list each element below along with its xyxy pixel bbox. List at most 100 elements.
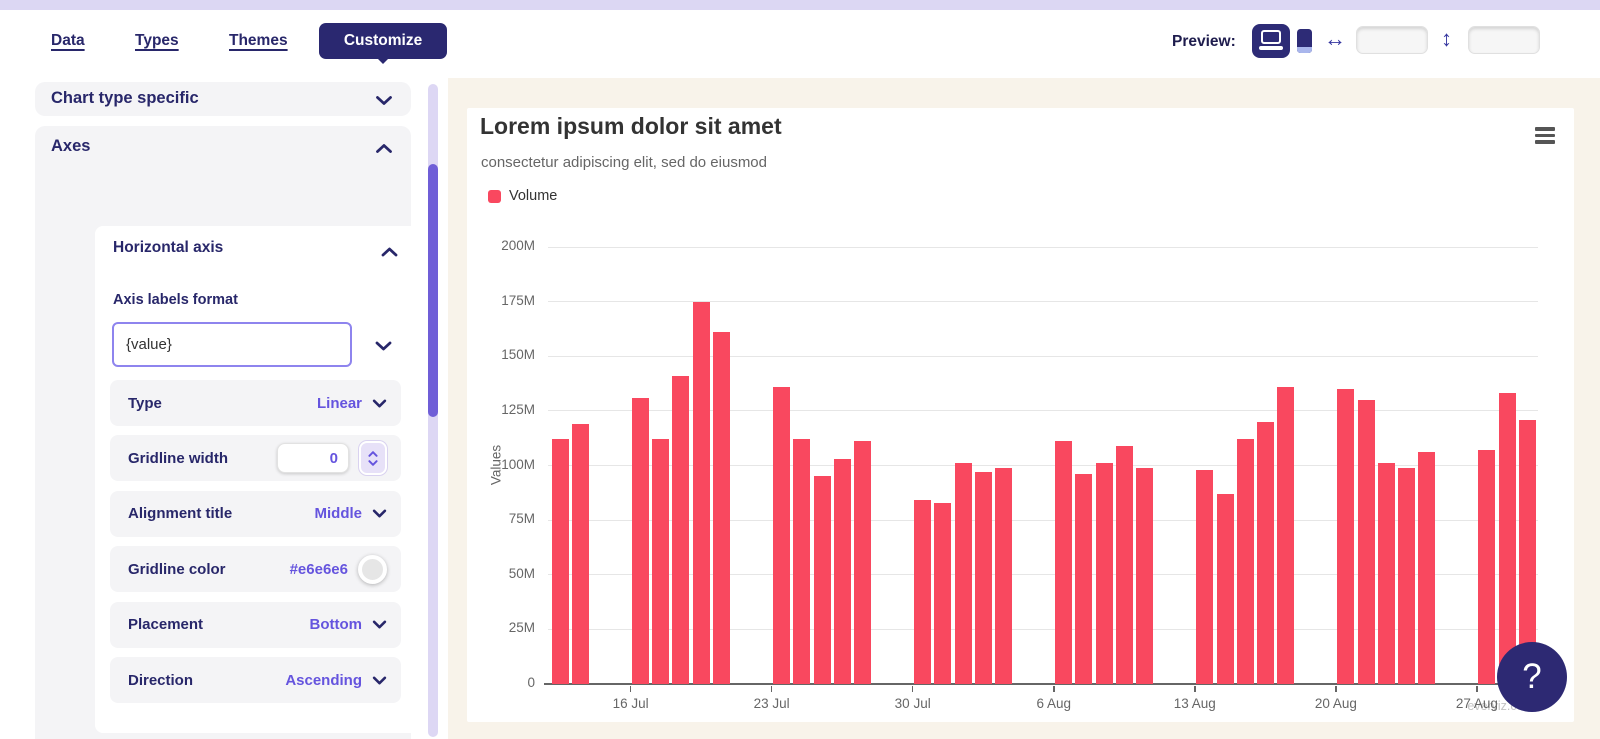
y-tick-label: 125M bbox=[501, 401, 535, 417]
gridline-150M bbox=[548, 355, 1538, 357]
height-arrows-icon: ↕ bbox=[1441, 26, 1452, 51]
setting-row-placement[interactable]: Placement Bottom bbox=[110, 601, 401, 648]
bar-31-Jul[interactable] bbox=[934, 502, 952, 684]
bar-23-Aug[interactable] bbox=[1397, 467, 1415, 684]
tab-themes[interactable]: Themes bbox=[229, 32, 288, 49]
setting-row-direction[interactable]: Direction Ascending bbox=[110, 657, 401, 703]
bar-9-Aug[interactable] bbox=[1115, 445, 1133, 684]
bar-3-Aug[interactable] bbox=[994, 467, 1012, 684]
color-swatch[interactable] bbox=[358, 554, 387, 584]
stepper-up-icon[interactable] bbox=[368, 451, 378, 457]
width-arrows-icon: ↔ bbox=[1324, 26, 1346, 51]
bar-29-Aug[interactable] bbox=[1518, 419, 1536, 684]
stepper-down-icon[interactable] bbox=[368, 460, 378, 466]
x-tick-mark bbox=[1335, 686, 1337, 692]
chevron-down-icon bbox=[372, 399, 387, 407]
bar-13-Aug[interactable] bbox=[1196, 469, 1214, 684]
x-tick-label: 16 Jul bbox=[612, 696, 649, 711]
bar-8-Aug[interactable] bbox=[1095, 463, 1113, 684]
x-tick-mark bbox=[1476, 686, 1478, 692]
chevron-up-icon[interactable] bbox=[381, 244, 403, 262]
gridline-100M bbox=[548, 465, 1538, 466]
bar-7-Aug[interactable] bbox=[1075, 474, 1093, 684]
section-chart-type-specific[interactable]: Chart type specific bbox=[35, 82, 411, 116]
bar-1-Aug[interactable] bbox=[954, 463, 972, 684]
laptop-icon bbox=[1261, 30, 1281, 44]
legend-item-volume[interactable]: Volume bbox=[488, 188, 557, 204]
bar-16-Jul[interactable] bbox=[632, 397, 650, 684]
y-tick-label: 50M bbox=[508, 565, 535, 581]
bar-28-Aug[interactable] bbox=[1498, 393, 1516, 684]
preview-height-input[interactable] bbox=[1468, 26, 1540, 54]
bar-12-Jul[interactable] bbox=[551, 439, 569, 684]
bar-22-Aug[interactable] bbox=[1377, 463, 1395, 684]
tab-data[interactable]: Data bbox=[51, 32, 85, 49]
x-tick-mark bbox=[629, 686, 632, 692]
bar-10-Aug[interactable] bbox=[1135, 467, 1153, 684]
section-label[interactable]: Axes bbox=[51, 137, 91, 155]
axis-labels-format-input[interactable] bbox=[112, 322, 352, 367]
preview-desktop-button[interactable] bbox=[1252, 24, 1290, 58]
chart-context-menu-icon[interactable] bbox=[1535, 127, 1555, 145]
bar-13-Jul[interactable] bbox=[571, 424, 589, 684]
setting-label: Placement bbox=[128, 616, 204, 634]
section-axes: Axes Horizontal axis Axis labels format … bbox=[35, 126, 421, 739]
chevron-down-icon bbox=[375, 93, 393, 111]
setting-value: #e6e6e6 bbox=[289, 560, 348, 578]
bar-18-Jul[interactable] bbox=[672, 375, 690, 684]
chevron-up-icon[interactable] bbox=[375, 141, 393, 159]
bar-21-Aug[interactable] bbox=[1357, 399, 1375, 684]
legend-label: Volume bbox=[509, 188, 558, 204]
sidebar-scrollbar-thumb[interactable] bbox=[428, 164, 438, 417]
customize-sidebar: Chart type specific Axes Horizontal axis… bbox=[0, 78, 448, 739]
gridline-125M bbox=[548, 410, 1538, 412]
chart-preview-card: Lorem ipsum dolor sit amet consectetur a… bbox=[467, 108, 1574, 722]
bar-15-Aug[interactable] bbox=[1236, 439, 1254, 684]
x-tick-mark bbox=[770, 686, 773, 692]
gridline-width-input[interactable]: 0 bbox=[277, 443, 349, 474]
setting-row-gridline-color[interactable]: Gridline color #e6e6e6 bbox=[110, 546, 401, 593]
setting-label: Alignment title bbox=[128, 505, 233, 523]
setting-row-type[interactable]: Type Linear bbox=[110, 380, 401, 426]
preview-mobile-button[interactable] bbox=[1297, 29, 1312, 53]
bar-2-Aug[interactable] bbox=[974, 472, 992, 684]
chevron-down-icon bbox=[375, 341, 391, 351]
bar-24-Jul[interactable] bbox=[793, 439, 811, 684]
bar-17-Aug[interactable] bbox=[1276, 386, 1294, 684]
bar-23-Jul[interactable] bbox=[773, 386, 791, 684]
help-button[interactable]: ? bbox=[1497, 642, 1567, 712]
panel-horizontal-axis: Horizontal axis Axis labels format Type … bbox=[95, 226, 421, 733]
bar-16-Aug[interactable] bbox=[1256, 421, 1274, 684]
bar-25-Jul[interactable] bbox=[813, 476, 831, 684]
bar-17-Jul[interactable] bbox=[652, 439, 670, 684]
bar-20-Jul[interactable] bbox=[712, 332, 730, 684]
setting-row-gridline-width[interactable]: Gridline width 0 bbox=[110, 435, 401, 482]
tab-types[interactable]: Types bbox=[135, 32, 179, 49]
bar-27-Jul[interactable] bbox=[853, 441, 871, 684]
setting-row-alignment-title[interactable]: Alignment title Middle bbox=[110, 490, 401, 537]
axis-labels-format-dropdown[interactable] bbox=[363, 334, 403, 358]
y-tick-label: 150M bbox=[501, 347, 535, 363]
bar-26-Jul[interactable] bbox=[833, 458, 851, 684]
bar-30-Jul[interactable] bbox=[914, 500, 932, 684]
gridline-200M bbox=[548, 246, 1538, 248]
bar-19-Jul[interactable] bbox=[692, 301, 710, 684]
bar-20-Aug[interactable] bbox=[1337, 389, 1355, 684]
bar-14-Aug[interactable] bbox=[1216, 493, 1234, 684]
x-tick-mark bbox=[1194, 686, 1196, 692]
preview-width-input[interactable] bbox=[1356, 26, 1428, 54]
bar-6-Aug[interactable] bbox=[1055, 441, 1073, 684]
horizontal-axis-title[interactable]: Horizontal axis bbox=[113, 239, 224, 256]
x-tick-label: 20 Aug bbox=[1314, 696, 1357, 711]
tab-customize-active[interactable]: Customize bbox=[319, 23, 447, 59]
setting-label: Gridline color bbox=[128, 560, 226, 578]
setting-label: Direction bbox=[128, 671, 194, 689]
chevron-down-icon bbox=[372, 676, 387, 684]
number-stepper[interactable] bbox=[359, 441, 387, 476]
x-axis-line bbox=[544, 683, 1538, 685]
x-tick-label: 13 Aug bbox=[1173, 696, 1216, 711]
axis-labels-format-label: Axis labels format bbox=[113, 292, 238, 308]
bar-27-Aug[interactable] bbox=[1478, 450, 1496, 684]
chart-title: Lorem ipsum dolor sit amet bbox=[480, 113, 782, 139]
bar-24-Aug[interactable] bbox=[1418, 452, 1436, 684]
